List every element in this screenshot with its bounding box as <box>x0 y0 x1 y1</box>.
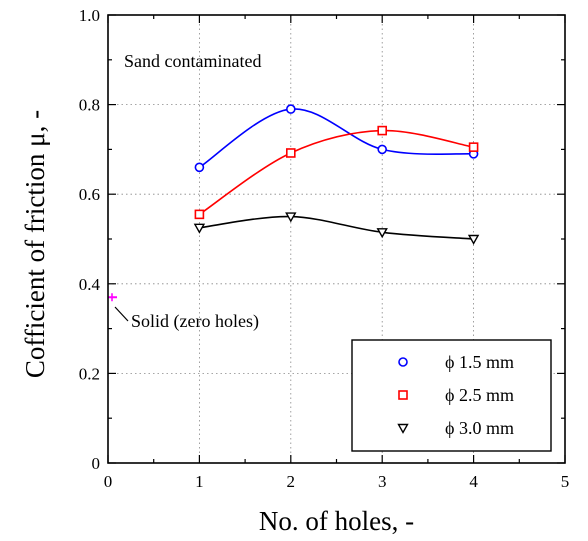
x-tick-label: 3 <box>378 472 387 491</box>
x-tick-label: 1 <box>195 472 204 491</box>
data-point <box>285 148 296 158</box>
legend-marker-2 <box>398 390 408 400</box>
legend: ϕ 1.5 mm ϕ 2.5 mm ϕ 3.0 mm <box>351 339 552 452</box>
legend-marker-3 <box>397 423 409 434</box>
x-tick-label: 2 <box>287 472 296 491</box>
series-line-3 <box>199 215 474 240</box>
series-line-2 <box>198 129 474 216</box>
y-tick-label: 0 <box>92 454 101 473</box>
legend-label-2: ϕ 2.5 mm <box>445 385 514 405</box>
data-point <box>377 125 388 136</box>
data-point <box>194 162 205 173</box>
series-curves <box>198 108 474 240</box>
annotation-leader-line <box>114 306 129 322</box>
data-point <box>285 104 296 114</box>
y-axis-title: Cofficient of friction μ, - <box>20 110 50 378</box>
data-point <box>377 144 388 155</box>
x-axis-title: No. of holes, - <box>259 506 414 536</box>
data-point <box>193 223 206 234</box>
reference-marker <box>108 293 117 302</box>
data-point <box>194 209 205 220</box>
legend-label-3: ϕ 3.0 mm <box>445 418 514 438</box>
data-point <box>285 212 297 223</box>
y-tick-label: 0.8 <box>79 96 100 115</box>
series-markers <box>193 104 480 245</box>
data-point <box>468 142 479 152</box>
data-point <box>467 234 480 245</box>
axis-ticks <box>107 14 566 464</box>
x-tick-label: 0 <box>104 472 113 491</box>
annotation-solid-zero-holes: Solid (zero holes) <box>131 311 259 332</box>
legend-label-1: ϕ 1.5 mm <box>445 352 514 372</box>
data-point <box>376 228 388 239</box>
series-line-1 <box>198 108 474 168</box>
annotation-sand-contaminated: Sand contaminated <box>124 51 261 71</box>
tick-labels: 0 1 2 3 4 5 0 0.2 0.4 0.6 0.8 1.0 <box>79 6 570 491</box>
y-tick-label: 1.0 <box>79 6 100 25</box>
x-tick-label: 5 <box>561 472 570 491</box>
x-tick-label: 4 <box>469 472 478 491</box>
legend-marker-1 <box>398 357 408 367</box>
y-tick-label: 0.4 <box>79 275 101 294</box>
legend-box <box>351 339 552 452</box>
y-tick-label: 0.6 <box>79 185 100 204</box>
y-tick-label: 0.2 <box>79 364 100 383</box>
